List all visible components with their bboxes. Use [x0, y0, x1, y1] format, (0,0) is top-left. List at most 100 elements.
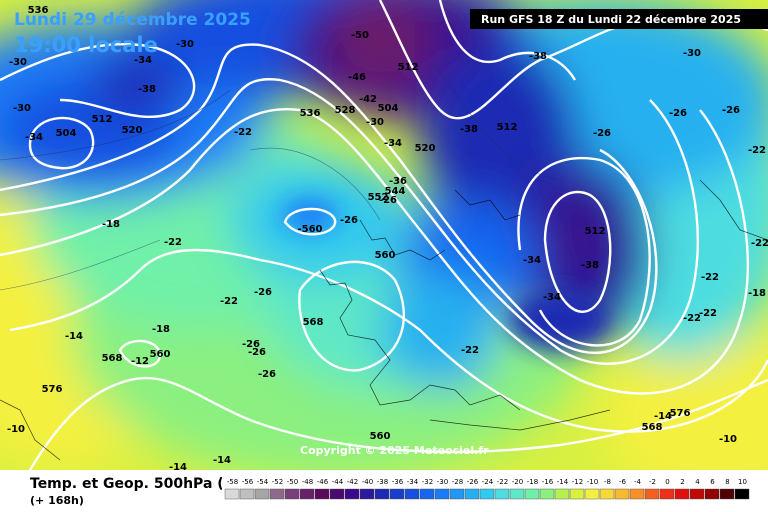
legend-label: 2: [680, 478, 684, 486]
valid-time: 19:00 locale: [14, 33, 158, 57]
legend-swatch: [554, 488, 570, 500]
contour-label: -30: [13, 103, 31, 114]
contour-label: 568: [303, 317, 324, 328]
legend-swatch: [629, 488, 645, 500]
legend-label: -16: [542, 478, 554, 486]
legend-label: -10: [587, 478, 598, 486]
copyright: Copyright © 2025 Meteociel.fr: [300, 444, 489, 457]
contour-label: 504: [378, 103, 399, 114]
contour-label: -26: [669, 108, 687, 119]
contour-label: 576: [670, 408, 691, 419]
legend-swatch: [389, 488, 405, 500]
contour-line: [298, 260, 405, 372]
contour-label: -26: [248, 347, 266, 358]
legend-swatch: [419, 488, 435, 500]
legend-swatch: [599, 488, 615, 500]
legend-label: -50: [287, 478, 298, 486]
contour-line: [118, 339, 162, 368]
legend-label: -42: [347, 478, 358, 486]
valid-date: Lundi 29 décembre 2025: [14, 10, 251, 30]
legend-swatch: [269, 488, 285, 500]
contour-line: [0, 43, 196, 119]
contour-label: -14: [213, 455, 231, 466]
legend-label: -2: [649, 478, 656, 486]
legend-label: 4: [695, 478, 700, 486]
legend-swatch: [674, 488, 690, 500]
legend-swatch: [464, 488, 480, 500]
legend-label: -20: [512, 478, 523, 486]
contour-label: -14: [169, 462, 187, 473]
legend-swatch: [314, 488, 330, 500]
contour-label: 560: [370, 431, 391, 442]
contour-labels: 536-30-30-34-38-30-34 504512520-50-46512-…: [7, 5, 768, 473]
legend-label: -36: [392, 478, 404, 486]
contour-line: [438, 0, 577, 81]
contour-label: -22: [699, 308, 717, 319]
legend-label: 6: [710, 478, 715, 486]
contour-label: -18: [152, 324, 170, 335]
contour-label: 544: [385, 186, 406, 197]
contour-label: -22: [751, 238, 768, 249]
contour-line: [0, 107, 750, 395]
contour-line: [9, 248, 768, 433]
contour-label: -30: [683, 48, 701, 59]
contour-label: -34: [25, 132, 43, 143]
legend-label: -24: [482, 478, 494, 486]
contour-label: -38: [460, 124, 478, 135]
forecast-lead: (+ 168h): [30, 494, 84, 507]
legend-label: -54: [257, 478, 269, 486]
legend-swatch: [254, 488, 270, 500]
contour-label: -22: [164, 237, 182, 248]
contour-label: 568: [642, 422, 663, 433]
contour-label: 568: [102, 353, 123, 364]
contour-label: -26: [593, 128, 611, 139]
legend-label: -44: [332, 478, 344, 486]
contour-label: -26: [258, 369, 276, 380]
isotherm-line: [0, 59, 561, 291]
contour-label: 512: [92, 114, 113, 125]
legend-swatch: [404, 488, 420, 500]
legend-swatch: [509, 488, 525, 500]
contour-label: -38: [138, 84, 156, 95]
color-legend: -58 -56 -54 -52 -50 -48 -46 -44 -42 -40 -38 -36 -34-…: [224, 478, 750, 500]
legend-swatch: [569, 488, 585, 500]
legend-swatch: [284, 488, 300, 500]
legend-label: -26: [467, 478, 479, 486]
temperature-field: 536-30-30-34-38-30-34 504512520-50-46512-…: [0, 0, 768, 473]
legend-label: -52: [272, 478, 283, 486]
contour-label: -34: [134, 55, 152, 66]
legend-swatch: [659, 488, 675, 500]
coastline: [319, 189, 611, 431]
legend-swatch: [344, 488, 360, 500]
legend-swatch: [329, 488, 345, 500]
legend-label: -32: [422, 478, 433, 486]
contour-label: 504: [56, 128, 77, 139]
legend-label: -46: [317, 478, 329, 486]
legend-swatch: [539, 488, 555, 500]
contour-line: [517, 156, 651, 347]
contour-label: -26: [379, 195, 397, 206]
contour-label: -22: [220, 296, 238, 307]
contour-label: -34: [543, 292, 561, 303]
contour-label: -26: [242, 339, 260, 350]
legend-swatch: [494, 488, 510, 500]
contour-label: -26: [254, 287, 272, 298]
contour-label: 520: [415, 143, 436, 154]
contour-label: -22: [234, 127, 252, 138]
legend-label: -14: [557, 478, 569, 486]
legend-swatch: [584, 488, 600, 500]
contour-line: [543, 190, 612, 313]
contour-label: -34: [384, 138, 402, 149]
contour-label: -22: [701, 272, 719, 283]
contour-label: -14: [65, 331, 83, 342]
legend-swatch: [449, 488, 465, 500]
legend-label: -40: [362, 478, 373, 486]
legend-label: -48: [302, 478, 313, 486]
legend-swatch: [704, 488, 720, 500]
legend-swatch: [614, 488, 630, 500]
contour-label: 528: [335, 105, 356, 116]
legend-label: -22: [497, 478, 508, 486]
contour-label: 560: [375, 250, 396, 261]
legend-label: -30: [437, 478, 448, 486]
